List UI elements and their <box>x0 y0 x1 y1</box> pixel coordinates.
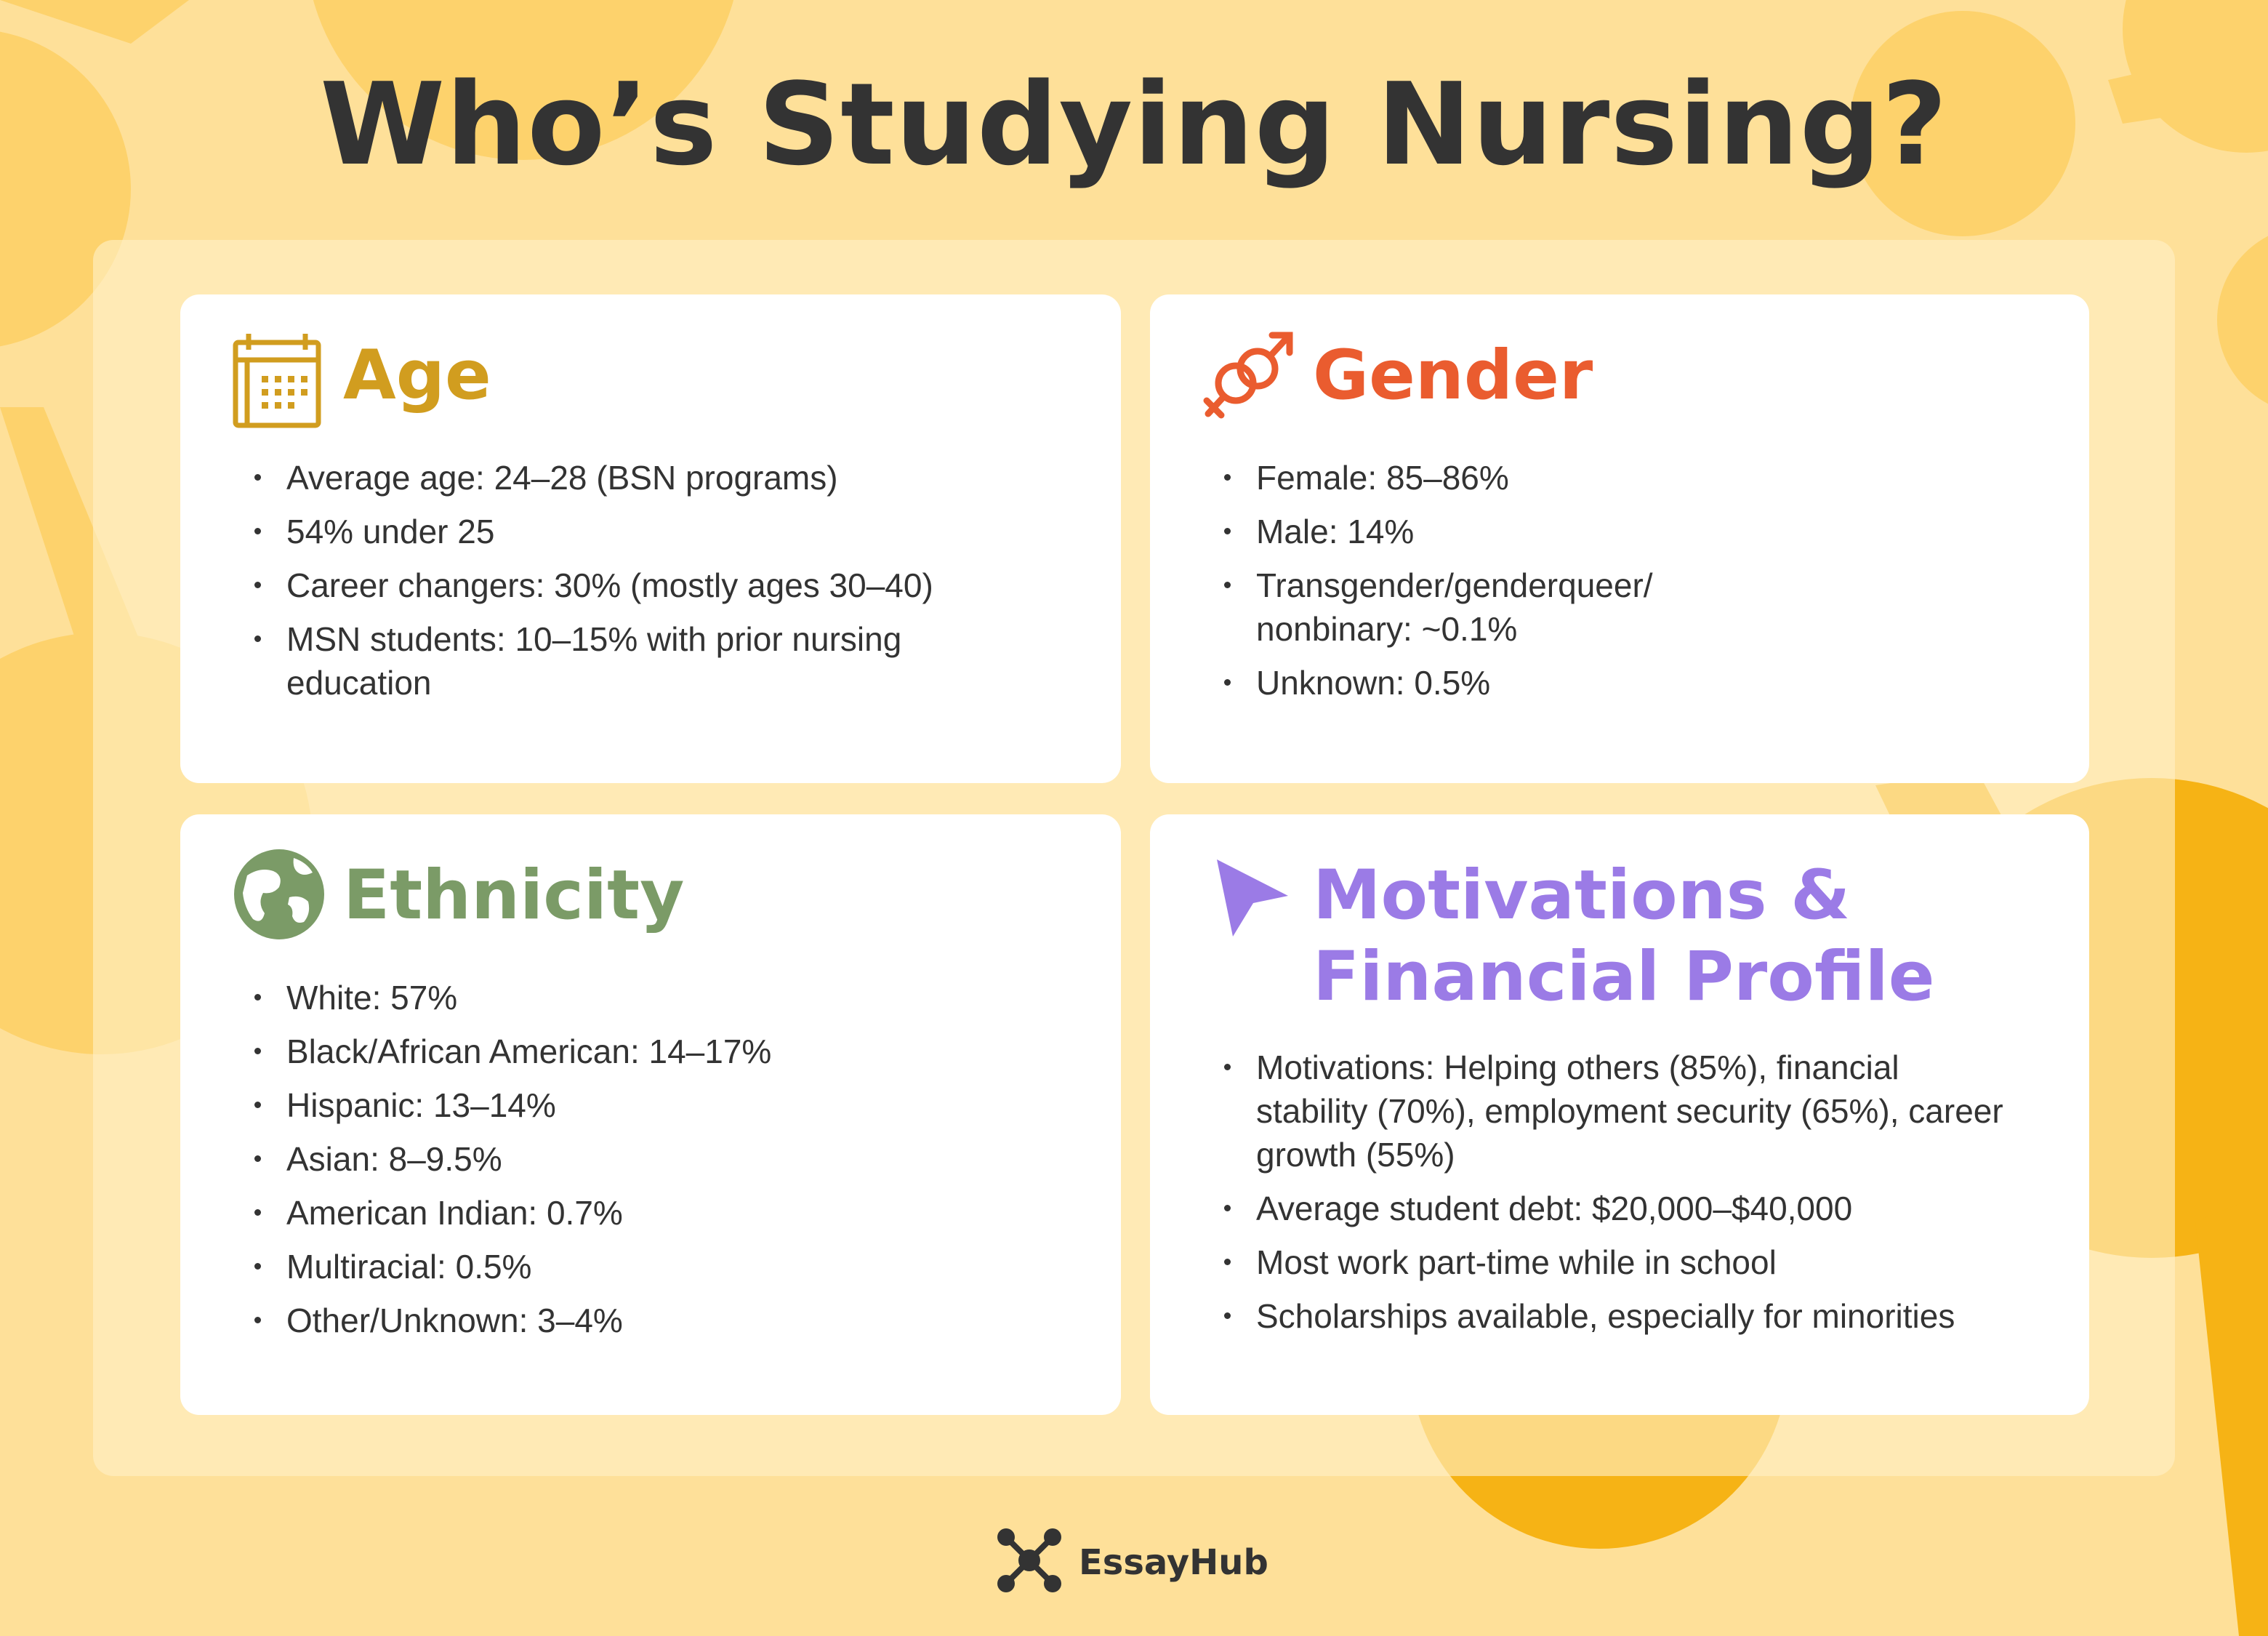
ethnicity-card: Ethnicity White: 57% Black/African Ameri… <box>180 814 1121 1415</box>
list-item: Hispanic: 13–14% <box>250 1083 1050 1127</box>
list-item: Asian: 8–9.5% <box>250 1137 1050 1181</box>
gender-list: Female: 85–86% Male: 14% Transgender/gen… <box>1220 456 1772 715</box>
list-item: White: 57% <box>250 976 1050 1019</box>
globe-icon <box>231 846 327 942</box>
gender-symbols-icon <box>1201 322 1295 431</box>
motivations-list: Motivations: Helping others (85%), finan… <box>1220 1046 2005 1348</box>
page-title: Who’s Studying Nursing? <box>320 58 1948 191</box>
list-item: Black/African American: 14–17% <box>250 1030 1050 1073</box>
age-list: Average age: 24–28 (BSN programs) 54% un… <box>250 456 962 715</box>
gender-card: Gender Female: 85–86% Male: 14% Transgen… <box>1150 294 2089 783</box>
list-item: Male: 14% <box>1220 510 1772 553</box>
list-item: Female: 85–86% <box>1220 456 1772 500</box>
list-item: MSN students: 10–15% with prior nursing … <box>250 617 962 705</box>
list-item: American Indian: 0.7% <box>250 1191 1050 1235</box>
list-item: Average age: 24–28 (BSN programs) <box>250 456 962 500</box>
essayhub-logo[interactable]: EssayHub <box>996 1527 1268 1597</box>
age-title: Age <box>343 336 491 415</box>
list-item: Most work part-time while in school <box>1220 1240 2005 1284</box>
calendar-icon <box>231 331 323 430</box>
brand-name: EssayHub <box>1079 1541 1268 1583</box>
list-item: Other/Unknown: 3–4% <box>250 1299 1050 1342</box>
list-item: 54% under 25 <box>250 510 962 553</box>
essayhub-logo-icon <box>996 1527 1063 1597</box>
motivations-card: Motivations & Financial Profile Motivati… <box>1150 814 2089 1415</box>
list-item: Unknown: 0.5% <box>1220 661 1772 705</box>
motivations-title-line2: Financial Profile <box>1313 937 1935 1017</box>
gender-title: Gender <box>1313 336 1593 415</box>
list-item: Multiracial: 0.5% <box>250 1245 1050 1288</box>
ethnicity-title: Ethnicity <box>343 856 685 935</box>
list-item: Motivations: Helping others (85%), finan… <box>1220 1046 2005 1176</box>
list-item: Career changers: 30% (mostly ages 30–40) <box>250 564 962 607</box>
motivations-title-line1: Motivations & <box>1313 856 1851 935</box>
list-item: Average student debt: $20,000–$40,000 <box>1220 1187 2005 1230</box>
age-card: Age Average age: 24–28 (BSN programs) 54… <box>180 294 1121 783</box>
ethnicity-list: White: 57% Black/African American: 14–17… <box>250 976 1050 1352</box>
list-item: Scholarships available, especially for m… <box>1220 1294 2005 1338</box>
list-item: Transgender/genderqueer/ nonbinary: ~0.1… <box>1220 564 1772 651</box>
cursor-arrow-icon <box>1213 855 1292 942</box>
